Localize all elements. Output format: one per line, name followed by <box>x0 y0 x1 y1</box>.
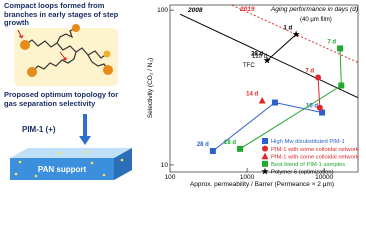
bound-line <box>179 13 359 99</box>
figure: PAN support PIM-1 (+) Aging performance … <box>10 4 359 188</box>
annotation: TFC <box>243 63 255 69</box>
marker <box>263 56 271 64</box>
caption-mid: Proposed optimum topology for gas separa… <box>4 90 119 108</box>
bound-label: 2008 <box>187 7 203 14</box>
point-label: 10 d <box>306 104 318 110</box>
page: { "diagram": { "caption_top": "Compact l… <box>4 1 359 188</box>
marker <box>237 145 244 152</box>
marker <box>338 82 345 89</box>
marker <box>319 109 326 116</box>
legend-label: Polymer 6 (optimization) <box>271 170 334 176</box>
point-label: 28 d <box>197 142 209 148</box>
marker <box>315 74 322 81</box>
marker <box>292 30 300 38</box>
annotation: 120 d <box>252 54 267 60</box>
annotation: (40 μm film) <box>300 17 332 23</box>
point-label: 14 d <box>246 91 258 97</box>
y-tick-label: 100 <box>157 7 168 14</box>
marker <box>271 99 278 106</box>
molecule-diagram <box>14 24 118 86</box>
marker <box>258 96 266 104</box>
marker <box>316 104 323 111</box>
legend-marker <box>261 152 269 160</box>
y-tick-label: 10 <box>161 162 169 169</box>
legend-marker <box>262 138 268 144</box>
caption-top: Compact loops formed from branches in ea… <box>4 1 119 27</box>
legend-marker <box>261 167 269 175</box>
y-axis-label: Selectivity (CO₂ / N₂) <box>147 58 154 118</box>
legend-label: Best blend of PIM-1 samples <box>271 162 345 168</box>
legend-label: PIM-1 with some colloidal network <box>271 147 359 153</box>
x-tick-label: 1000 <box>240 174 255 181</box>
legend-label: High Mw disubstituted PIM-1 <box>271 139 345 145</box>
point-label: 28 d <box>224 140 236 146</box>
series-line <box>266 33 297 61</box>
legend-marker <box>262 145 268 152</box>
marker <box>209 148 216 155</box>
arrow-head <box>79 136 91 145</box>
x-axis-label: Approx. permeability / Barrer (Permeance… <box>190 181 334 188</box>
point-label: 7 d <box>327 39 336 45</box>
polymer-label: PIM-1 (+) <box>22 125 56 134</box>
series-line <box>317 77 321 108</box>
x-tick-label: 10000 <box>315 174 333 181</box>
bound-label: 2019 <box>239 6 255 13</box>
legend-marker <box>262 160 268 167</box>
point-label: 28 d <box>251 51 263 57</box>
support-label: PAN support <box>38 165 87 174</box>
marker <box>337 45 344 52</box>
x-tick-label: 100 <box>165 174 176 181</box>
support-slab <box>10 148 132 180</box>
chart-title: Aging performance in days (d) <box>270 6 358 13</box>
legend-label: PIM-1 with some colloidal network <box>271 154 359 160</box>
series-line <box>239 48 342 150</box>
point-label: 7 d <box>305 69 314 75</box>
point-label: 1 d <box>283 25 292 31</box>
